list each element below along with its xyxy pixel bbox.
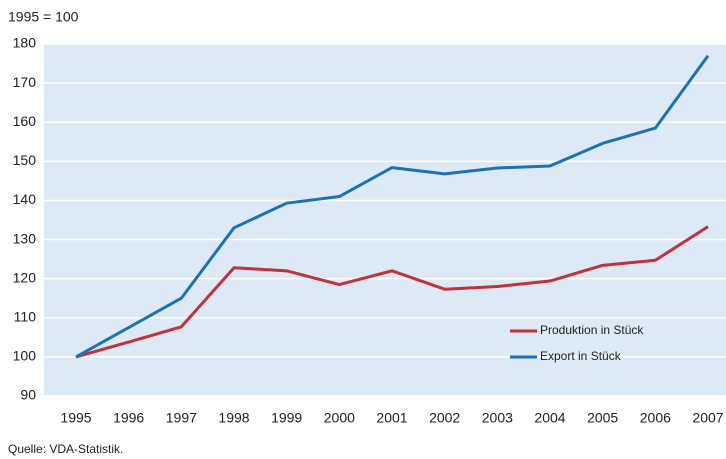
y-tick-label: 160 <box>13 113 37 129</box>
y-tick-label: 140 <box>13 191 37 207</box>
x-tick-label: 1999 <box>271 410 302 426</box>
y-tick-label: 150 <box>13 152 37 168</box>
x-tick-label: 2003 <box>482 410 513 426</box>
x-tick-label: 2001 <box>376 410 407 426</box>
legend-label: Export in Stück <box>540 349 622 363</box>
x-tick-label: 2005 <box>587 410 618 426</box>
source-note: Quelle: VDA-Statistik. <box>8 442 123 456</box>
x-tick-label: 1995 <box>60 410 91 426</box>
x-tick-label: 1997 <box>166 410 197 426</box>
line <box>75 54 710 359</box>
x-tick-label: 2002 <box>429 410 460 426</box>
legend-label: Produktion in Stück <box>540 323 644 337</box>
y-tick-label: 100 <box>13 348 37 364</box>
plot-background <box>44 44 726 396</box>
x-tick-label: 1998 <box>218 410 249 426</box>
x-tick-label: 2004 <box>534 410 565 426</box>
y-tick-label: 110 <box>14 308 37 324</box>
y-tick-label: 120 <box>13 269 37 285</box>
x-tick-label: 2006 <box>640 410 671 426</box>
y-tick-label: 130 <box>13 230 37 246</box>
y-tick-label: 90 <box>20 387 36 403</box>
y-tick-label: 180 <box>13 35 37 51</box>
x-tick-label: 2007 <box>692 410 723 426</box>
line <box>75 225 709 359</box>
x-tick-label: 1996 <box>113 410 144 426</box>
y-tick-label: 170 <box>13 74 37 90</box>
x-tick-label: 2000 <box>324 410 355 426</box>
y-axis-label: 1995 = 100 <box>8 9 79 25</box>
